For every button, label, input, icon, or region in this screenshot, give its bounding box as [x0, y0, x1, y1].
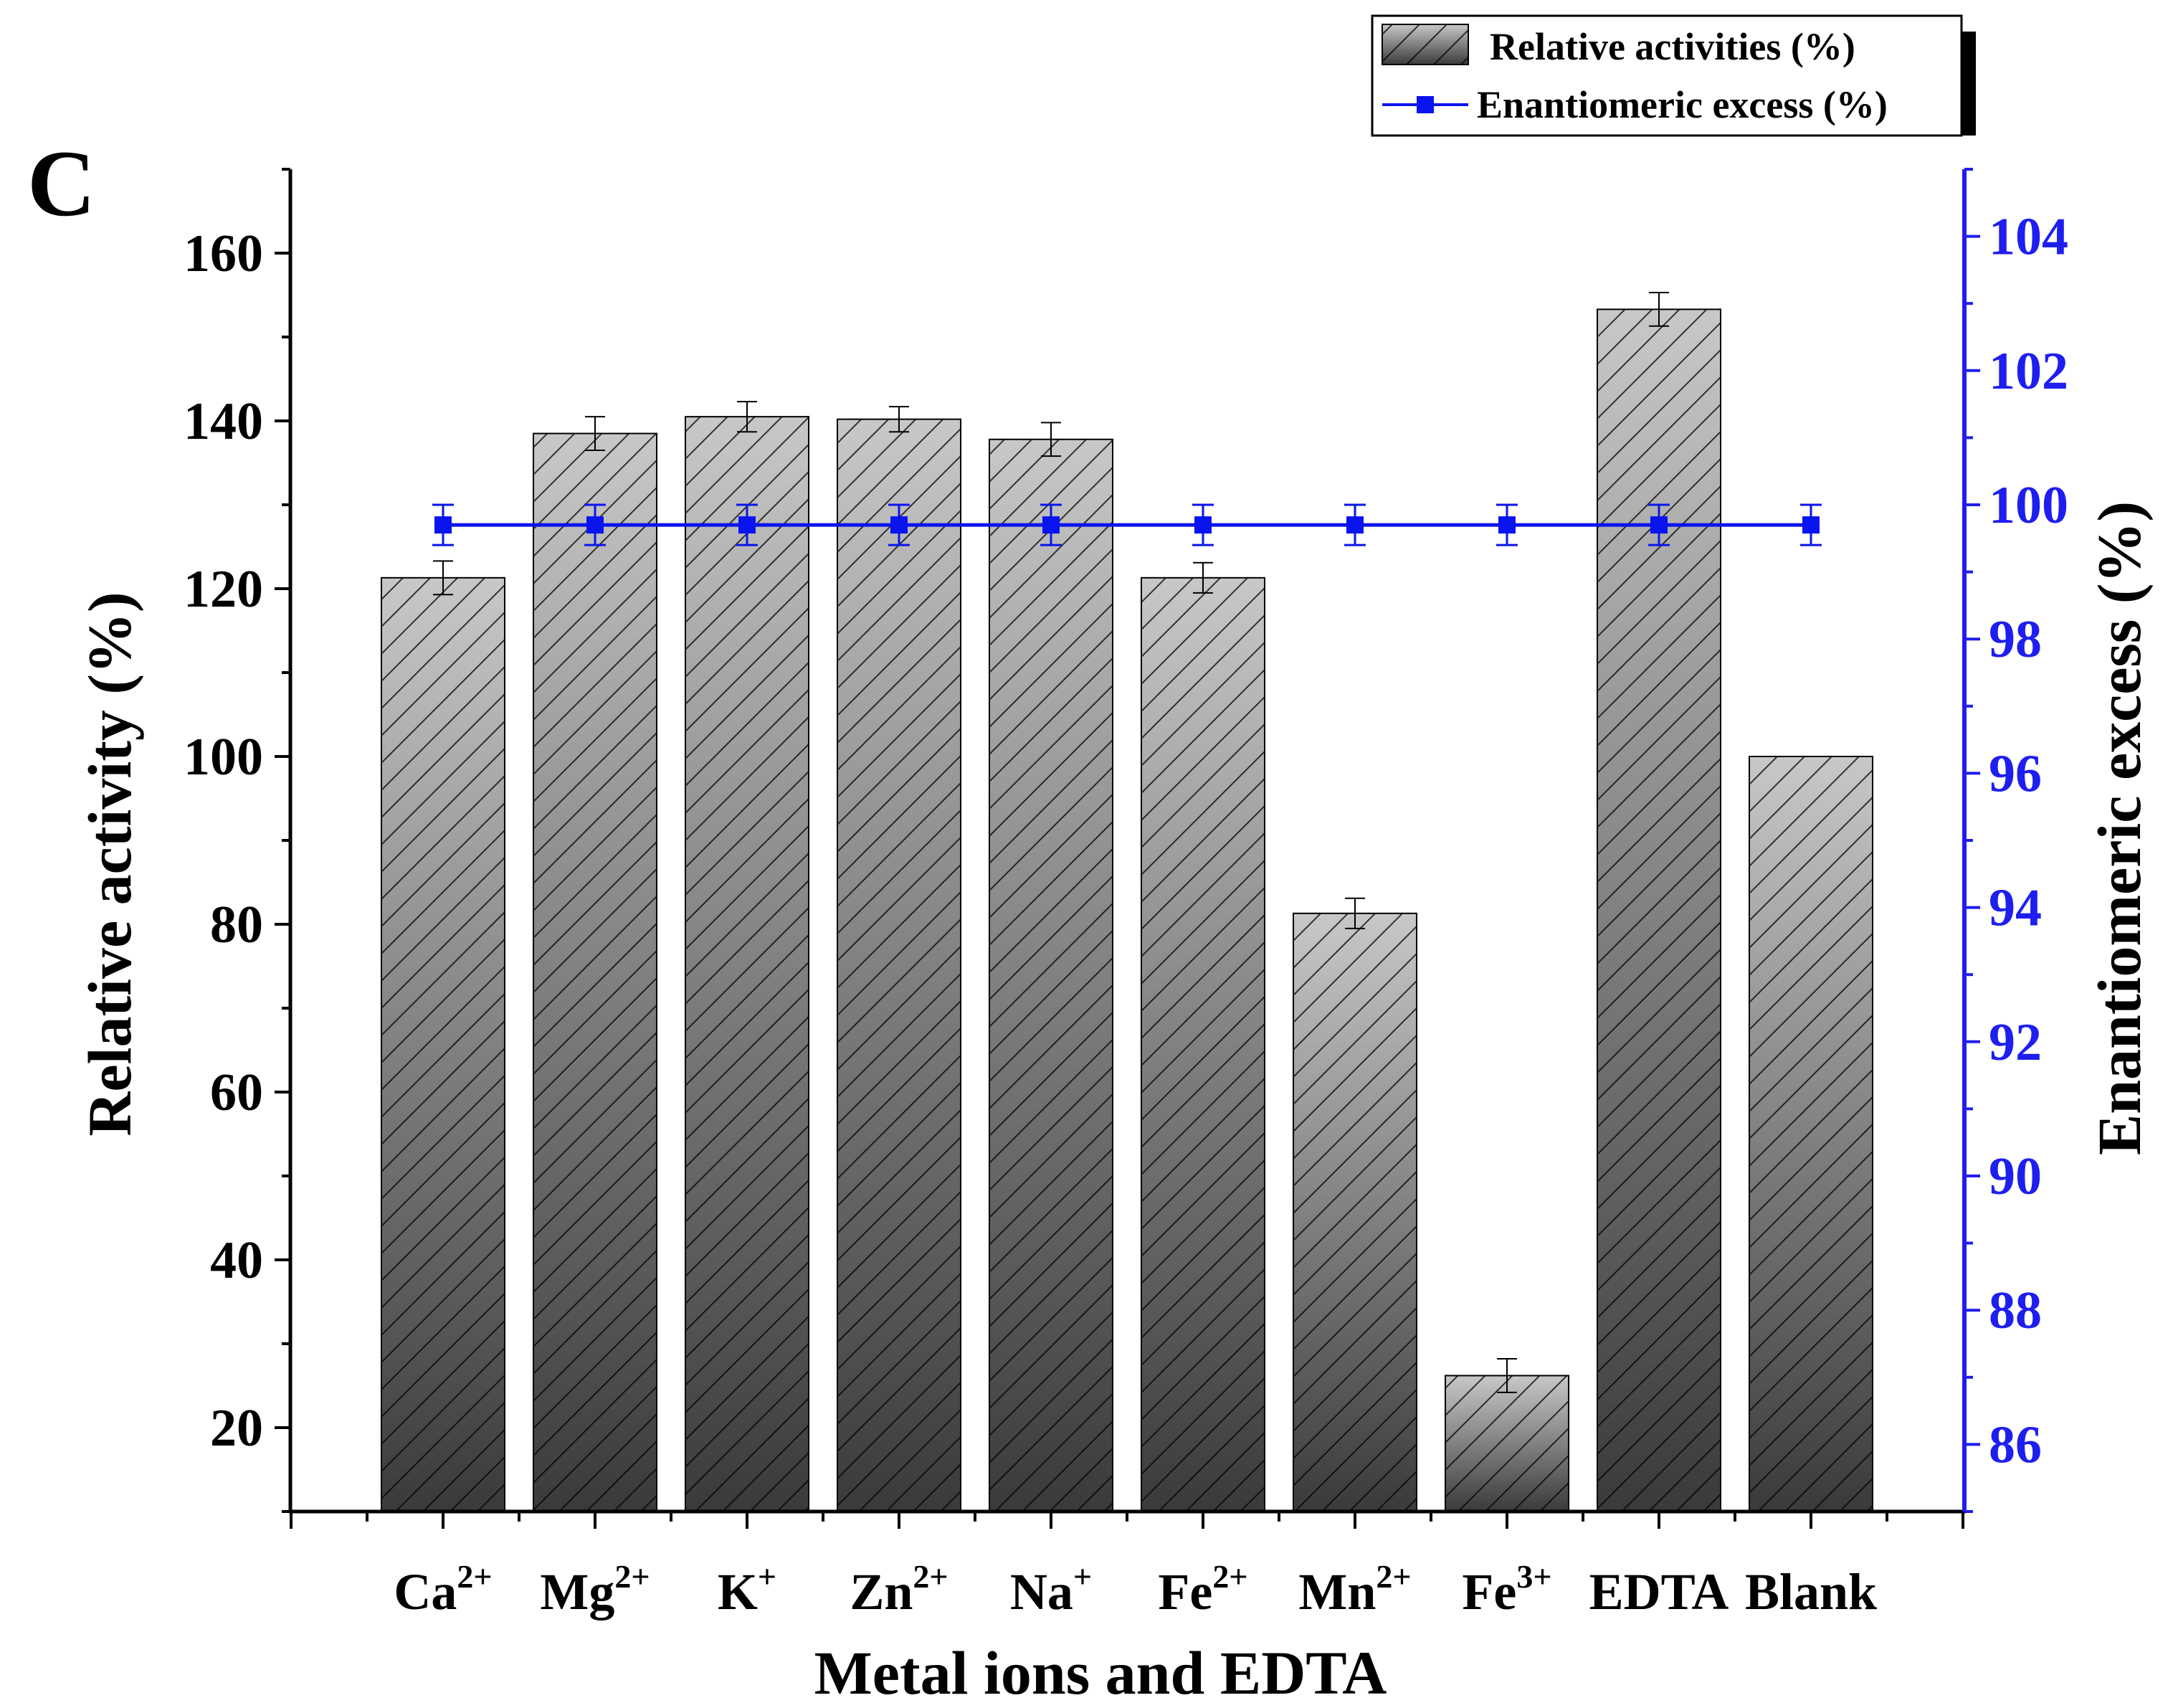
x-category-label: Mn2+ [1298, 1558, 1411, 1621]
bar-error-bars [433, 291, 1669, 1393]
bar-hatch [685, 417, 809, 1512]
ee-marker [1194, 516, 1212, 534]
y-tick-label: 20 [210, 1399, 263, 1458]
bar-hatch [1597, 309, 1721, 1512]
ee-marker [1802, 516, 1820, 534]
ee-line-layer [432, 503, 1822, 546]
bar-error-bar [889, 406, 909, 433]
y-tick-label: 60 [210, 1063, 263, 1122]
y2-tick-label: 92 [1989, 1013, 2042, 1072]
x-category-label: Fe2+ [1158, 1558, 1247, 1621]
legend-bar-swatch-hatch [1382, 24, 1468, 65]
x-category-label: EDTA [1589, 1563, 1729, 1621]
ee-marker [1498, 516, 1516, 534]
legend: Relative activities (%) Enantiomeric exc… [1371, 14, 1976, 137]
ee-point [1192, 503, 1214, 546]
ee-point [1648, 503, 1670, 546]
x-category-label: Mg2+ [540, 1558, 650, 1621]
bar-error-bar [1345, 897, 1365, 929]
y2-tick-label: 102 [1989, 342, 2068, 401]
y-tick-label: 100 [184, 728, 263, 787]
y2-tick-label: 90 [1989, 1147, 2042, 1206]
bar-error-bar [1193, 561, 1213, 594]
ee-point [584, 503, 606, 546]
y2-tick-label: 100 [1989, 476, 2068, 535]
ee-marker [586, 516, 604, 534]
ee-marker [1346, 516, 1364, 534]
y-tick-label: 160 [184, 224, 263, 283]
bar-error-bar [585, 416, 605, 451]
bar-hatch [1293, 913, 1417, 1512]
ee-marker [1042, 516, 1060, 534]
bar-hatch [381, 577, 505, 1512]
ee-marker [434, 516, 452, 534]
y-axis-title: Relative activity (%) [75, 592, 144, 1136]
bar-error-bar [433, 560, 453, 596]
x-category-label: Ca2+ [394, 1558, 492, 1621]
x-category-label: K+ [718, 1558, 776, 1621]
ee-marker [890, 516, 908, 534]
legend-bar-label: Relative activities (%) [1490, 25, 1855, 68]
y2-tick-label: 96 [1989, 744, 2042, 803]
ee-point [1344, 503, 1366, 546]
y-tick-label: 120 [184, 560, 263, 619]
bar-error-bar [737, 401, 757, 433]
y-tick-label: 40 [210, 1231, 263, 1290]
y2-tick-label: 104 [1989, 208, 2068, 267]
ee-point [432, 503, 454, 546]
bar-hatch [1445, 1375, 1569, 1512]
y-tick-label: 80 [210, 896, 263, 954]
bar-hatch [1749, 756, 1873, 1512]
ee-point [736, 503, 758, 546]
x-category-label: Na+ [1010, 1558, 1092, 1621]
x-category-label: Zn2+ [850, 1558, 948, 1621]
y-tick-label: 140 [184, 392, 263, 451]
bar-error-bar [1649, 291, 1669, 327]
y2-axis-title: Enantiomeric excess (%) [2085, 501, 2154, 1155]
legend-line-marker [1417, 96, 1434, 113]
y2-tick-label: 86 [1989, 1415, 2042, 1474]
ee-marker [738, 516, 756, 534]
y2-tick-label: 98 [1989, 610, 2042, 669]
bar-error-bar [1041, 422, 1061, 457]
bar-hatch [989, 439, 1113, 1512]
x-category-label: Fe3+ [1462, 1558, 1551, 1621]
ee-marker [1650, 516, 1668, 534]
axes-layer: 20 40 60 80 100 120 140 160 86 88 90 92 94 96 98 100 102… [184, 168, 2068, 1621]
ee-point [1496, 503, 1518, 546]
x-axis-title: Metal ions and EDTA [814, 1638, 1387, 1707]
panel-label: C [27, 131, 95, 236]
bar-hatch [1141, 577, 1265, 1512]
ee-point [1800, 503, 1822, 546]
x-category-label: Blank [1745, 1563, 1877, 1621]
y2-tick-label: 88 [1989, 1281, 2042, 1340]
legend-line-label: Enantiomeric excess (%) [1477, 83, 1888, 126]
legend-box [1371, 14, 1963, 137]
ee-point [1040, 503, 1062, 546]
bar-error-bar [1497, 1358, 1517, 1393]
bar-hatch [533, 433, 657, 1512]
y2-tick-label: 94 [1989, 879, 2042, 938]
bars-layer [381, 308, 1873, 1513]
ee-point [888, 503, 910, 546]
bar-hatch [837, 419, 961, 1512]
